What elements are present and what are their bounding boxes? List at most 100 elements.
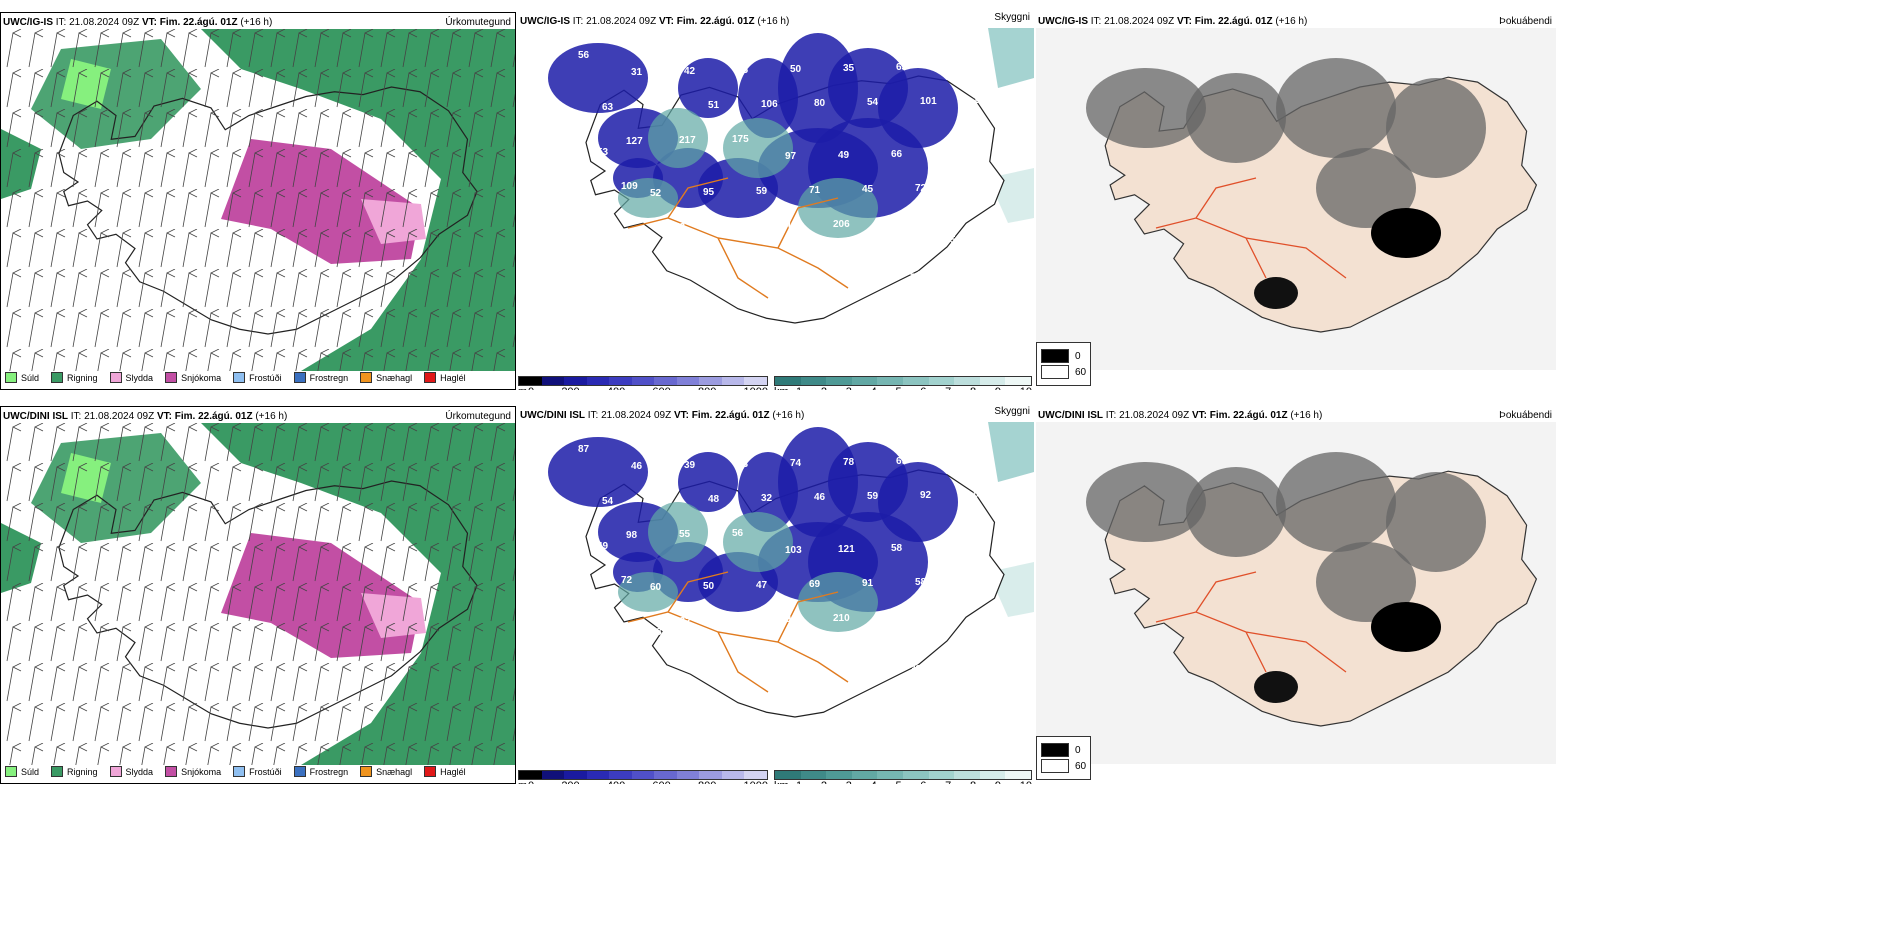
lead-time: (+16 h): [240, 17, 273, 28]
legend-swatch: [293, 372, 306, 383]
fog-area: [1254, 671, 1298, 703]
cloud-base-label: 41: [944, 542, 956, 553]
cloud-base-label: 50: [886, 218, 898, 229]
cloudbase-colorbar: m0 200 400 600 800 1000: [518, 770, 768, 784]
valid-time-label: VT:: [141, 17, 157, 28]
fog-legend-swatch: [1041, 349, 1069, 363]
cloud-base-label: 54: [655, 101, 667, 112]
legend-swatch: [5, 766, 17, 777]
low-cloud-area: [548, 437, 648, 507]
panel-title: UWC/DINI ISL IT: 21.08.2024 09Z VT: Fim.…: [3, 411, 287, 422]
visibility-map: 87 46 39 43 74 78 69 68 54 33 48 32 46 59 92 85 98 55 56 10…: [548, 422, 1034, 718]
cloud-base-label: 52: [650, 188, 662, 199]
low-cloud-area: [678, 452, 738, 512]
cloud-base-label: 33: [910, 664, 922, 675]
cloud-base-label: 127: [626, 136, 643, 147]
fog-area: [1371, 602, 1441, 652]
visibility-panel: UWC/IG-IS IT: 21.08.2024 09Z VT: Fim. 22…: [518, 12, 1034, 390]
legend-swatch: [424, 372, 437, 383]
cloud-base-label: 208: [886, 612, 903, 623]
legend-label: Snæhagl: [376, 766, 413, 777]
cloud-base-label: 45: [862, 184, 874, 195]
fog-legend-swatch: [1041, 743, 1069, 757]
cloud-base-label: 71: [809, 185, 821, 196]
cloud-base-label: 51: [708, 100, 720, 111]
colorbar-tick: 200: [561, 386, 579, 390]
legend-swatch: [360, 372, 373, 383]
fog-legend-item: 0: [1041, 349, 1086, 363]
fog-area: [1186, 73, 1286, 163]
cloud-base-label: 121: [838, 544, 855, 555]
cloud-base-label: 69: [896, 456, 908, 467]
legend-label: Snæhagl: [376, 372, 413, 383]
legend-swatch: [360, 766, 373, 777]
cloud-base-label: 47: [756, 580, 768, 591]
road-network: [1155, 177, 1347, 279]
colorbar-tick: 800: [698, 386, 716, 390]
cloud-base-label: 54: [910, 270, 922, 281]
fog-legend-label: 60: [1075, 760, 1087, 772]
cloud-base-label: 32: [761, 493, 773, 504]
lead-time: (+16 h): [255, 411, 288, 422]
init-time: IT: 21.08.2024 09Z: [1090, 16, 1175, 27]
legend-item: Haglél: [424, 372, 466, 383]
cloud-base-label: 53: [597, 147, 609, 158]
precip-legend: Súld Rigning Slydda Snjókoma Frostúði Frostre…: [5, 372, 466, 383]
legend-label: Snjókoma: [181, 372, 222, 383]
cloud-base-label: 31: [698, 274, 710, 285]
fog-map: [1036, 28, 1556, 370]
valid-time-label: VT:: [673, 410, 689, 421]
panel-title: UWC/IG-IS IT: 21.08.2024 09Z VT: Fim. 22…: [520, 16, 789, 27]
cloud-base-label: 71: [804, 666, 816, 677]
legend-item: Rigning: [51, 766, 98, 777]
cloud-base-label: 61: [944, 148, 956, 159]
fog-area: [1386, 472, 1486, 572]
valid-time-label: VT:: [1176, 16, 1192, 27]
cloud-base-label: 109: [621, 181, 638, 192]
legend-item: Frostregn: [293, 372, 349, 383]
valid-time-label: VT:: [1191, 410, 1207, 421]
valid-time: Fim. 22.ágú. 01Z: [676, 16, 755, 27]
colorbar-tick: 8: [970, 386, 976, 390]
cloud-base-label: 63: [602, 102, 614, 113]
lead-time: (+16 h): [772, 410, 805, 421]
colorbar-tick: 1: [796, 780, 802, 784]
legend-label: Súld: [21, 372, 40, 383]
legend-label: Rigning: [67, 766, 98, 777]
colorbar-tick: 6: [920, 780, 926, 784]
panel-title: UWC/IG-IS IT: 21.08.2024 09Z VT: Fim. 22…: [3, 17, 272, 28]
panel-name: Skyggni: [994, 12, 1030, 23]
colorbar-tick: 400: [607, 780, 625, 784]
legend-swatch: [51, 372, 64, 383]
colorbar-scale: [774, 376, 1032, 386]
legend-item: Snjókoma: [165, 372, 221, 383]
colorbar-ticks: 1 2 3 4 5 6 7 8 9 10: [796, 780, 1032, 784]
colorbar-tick: 10: [1020, 386, 1032, 390]
road-network: [627, 571, 849, 693]
cloud-base-label: 106: [761, 99, 778, 110]
cloud-base-label: 48: [708, 494, 720, 505]
cloud-base-label: 97: [785, 151, 797, 162]
colorbar-tick: 0: [528, 780, 534, 784]
legend-swatch: [51, 766, 64, 777]
cloud-base-label: 101: [920, 96, 937, 107]
cloud-base-label: 72: [915, 183, 927, 194]
legend-label: Súld: [21, 766, 40, 777]
precip-map: [1, 423, 515, 765]
legend-label: Frostregn: [309, 372, 349, 383]
colorbar-unit: km: [774, 386, 789, 390]
fog-panel: UWC/IG-IS IT: 21.08.2024 09Z VT: Fim. 22…: [1036, 12, 1556, 390]
cloud-base-label: 49: [597, 541, 609, 552]
legend-label: Slydda: [125, 766, 154, 777]
cloud-base-label: 91: [862, 578, 874, 589]
model-name: UWC/IG-IS: [520, 16, 570, 27]
valid-time: Fim. 22.ágú. 01Z: [1194, 16, 1273, 27]
valid-time: Fim. 22.ágú. 01Z: [1209, 410, 1288, 421]
fog-area: [1276, 58, 1396, 158]
road-network: [1155, 571, 1347, 673]
colorbar-tick: 7: [945, 386, 951, 390]
cloud-base-label: 334: [592, 234, 609, 245]
cloud-base-label: 217: [679, 135, 696, 146]
cloud-base-label: 55: [679, 529, 691, 540]
valid-time-label: VT:: [156, 411, 172, 422]
